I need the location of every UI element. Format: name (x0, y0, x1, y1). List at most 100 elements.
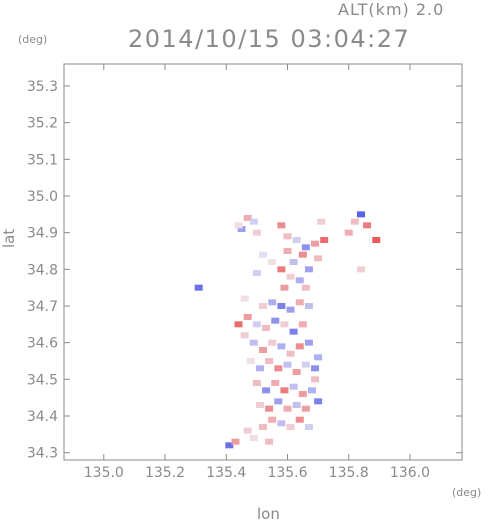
x-tick-label: 135.2 (145, 465, 185, 481)
y-tick-label: 34.9 (27, 226, 58, 242)
data-point (283, 248, 292, 254)
data-point (271, 380, 280, 386)
data-point (356, 211, 365, 218)
data-point (317, 218, 326, 225)
data-point (277, 266, 286, 273)
x-axis-label: lon (257, 505, 280, 523)
data-point (283, 233, 292, 240)
data-point (265, 358, 274, 364)
data-point (271, 317, 280, 324)
x-tick-label: 135.8 (329, 465, 369, 481)
data-point (301, 405, 310, 412)
data-point (259, 347, 267, 353)
y-tick-label: 35.1 (27, 152, 58, 168)
data-point (314, 255, 323, 262)
data-point (252, 270, 261, 276)
data-point (304, 266, 313, 273)
data-point (320, 237, 329, 243)
data-point (292, 369, 301, 375)
data-point (249, 339, 258, 346)
data-point (240, 295, 249, 302)
data-point (240, 332, 249, 339)
data-point (252, 321, 261, 328)
data-point (268, 299, 277, 306)
data-point (234, 321, 243, 328)
data-point (286, 306, 295, 313)
data-point (301, 284, 310, 291)
data-point (234, 222, 243, 229)
y-tick-label: 34.7 (27, 299, 58, 315)
data-point (243, 427, 252, 434)
data-point (314, 354, 323, 361)
data-point (243, 215, 252, 221)
data-point (298, 391, 307, 397)
data-point (274, 365, 283, 372)
data-point (304, 424, 313, 430)
data-points (194, 211, 381, 449)
data-point (292, 237, 301, 243)
data-point (314, 398, 323, 405)
y-tick-label: 35.2 (27, 116, 58, 132)
data-point (283, 405, 292, 412)
data-point (246, 358, 255, 364)
x-tick-label: 136.0 (390, 465, 430, 481)
data-point (243, 314, 252, 320)
data-point (274, 398, 283, 405)
altitude-label: ALT(km) 2.0 (338, 0, 445, 19)
x-tick-label: 135.0 (84, 465, 124, 481)
data-point (277, 303, 286, 309)
data-point (295, 277, 304, 284)
y-tick-label: 34.4 (27, 409, 58, 425)
y-tick-label: 34.3 (27, 446, 58, 462)
y-axis-unit: (deg) (18, 33, 48, 46)
data-point (311, 376, 320, 383)
data-point (268, 259, 277, 265)
data-point (255, 365, 264, 372)
x-axis-unit: (deg) (452, 486, 482, 499)
data-point (286, 273, 295, 280)
data-point (292, 402, 301, 408)
x-tick-label: 135.4 (206, 465, 246, 481)
data-point (277, 222, 286, 229)
data-point (252, 229, 261, 236)
data-point (262, 325, 271, 331)
data-point (363, 222, 372, 229)
data-point (280, 284, 289, 291)
data-point (259, 303, 267, 309)
y-tick-label: 34.8 (27, 262, 58, 278)
data-point (307, 387, 316, 394)
data-point (301, 244, 310, 251)
data-point (277, 343, 286, 350)
data-point (286, 424, 295, 430)
data-point (259, 424, 267, 430)
data-point (259, 251, 267, 258)
data-point (277, 420, 286, 427)
data-point (295, 416, 304, 423)
data-point (194, 284, 203, 291)
y-tick-label: 34.5 (27, 372, 58, 388)
data-point (262, 387, 271, 394)
data-point (350, 218, 359, 225)
data-point (249, 218, 258, 225)
data-point (344, 229, 353, 236)
data-point (265, 405, 274, 412)
data-point (372, 237, 381, 243)
data-point (295, 343, 304, 350)
data-point (356, 266, 365, 273)
chart-title: 2014/10/15 03:04:27 (128, 25, 411, 53)
data-point (231, 438, 240, 445)
data-point (225, 442, 234, 449)
data-point (289, 383, 298, 390)
data-point (249, 435, 258, 441)
data-point (298, 321, 307, 328)
data-point (301, 361, 310, 368)
y-tick-label: 35.0 (27, 189, 58, 205)
data-point (311, 365, 320, 372)
data-point (268, 416, 277, 423)
data-point (280, 387, 289, 394)
data-point (289, 259, 298, 265)
data-point (304, 339, 313, 346)
data-point (286, 350, 295, 357)
data-point (304, 303, 313, 309)
